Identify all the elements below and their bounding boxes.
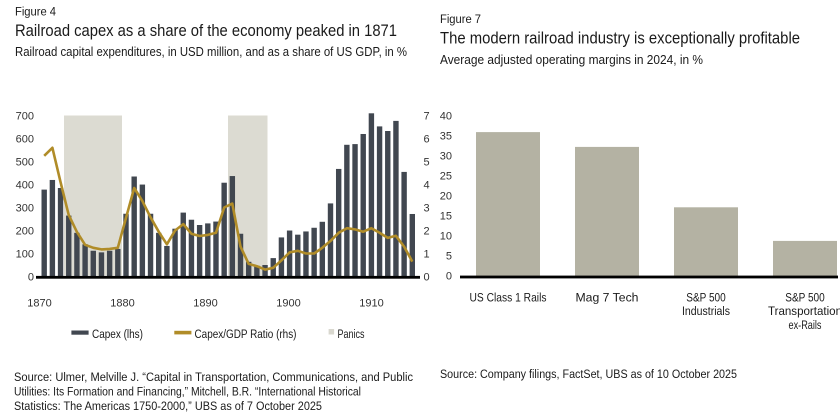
svg-text:1: 1	[424, 248, 430, 260]
svg-text:20: 20	[440, 190, 452, 202]
svg-text:Mag 7 Tech: Mag 7 Tech	[576, 291, 639, 305]
svg-text:Transportation: Transportation	[768, 304, 840, 318]
svg-text:Statistics: The Americas 1750-: Statistics: The Americas 1750-2000,” UBS…	[14, 399, 322, 413]
svg-text:4: 4	[424, 180, 430, 192]
svg-text:2: 2	[424, 225, 430, 237]
svg-text:Capex/GDP Ratio (rhs): Capex/GDP Ratio (rhs)	[195, 327, 297, 341]
svg-text:Railroad capex as a share of t: Railroad capex as a share of the economy…	[15, 21, 397, 40]
svg-text:5: 5	[446, 250, 452, 262]
svg-text:5: 5	[424, 157, 430, 169]
svg-text:Railroad capital expenditures,: Railroad capital expenditures, in USD mi…	[15, 44, 407, 59]
svg-text:300: 300	[16, 202, 34, 214]
svg-text:400: 400	[16, 180, 34, 192]
svg-text:3: 3	[424, 202, 430, 214]
svg-text:100: 100	[16, 248, 34, 260]
svg-text:US Class 1 Rails: US Class 1 Rails	[470, 291, 547, 305]
svg-text:7: 7	[424, 111, 430, 123]
svg-text:Figure 7: Figure 7	[440, 12, 481, 26]
svg-text:Source: Company filings, FactS: Source: Company filings, FactSet, UBS as…	[440, 367, 737, 381]
svg-text:25: 25	[440, 170, 452, 182]
svg-text:Average adjusted operating mar: Average adjusted operating margins in 20…	[440, 52, 703, 67]
svg-text:The modern railroad industry i: The modern railroad industry is exceptio…	[440, 29, 800, 48]
svg-text:200: 200	[16, 225, 34, 237]
svg-text:Capex (lhs): Capex (lhs)	[92, 327, 143, 341]
svg-text:Figure 4: Figure 4	[15, 5, 56, 19]
svg-text:1900: 1900	[276, 298, 300, 310]
svg-text:Industrials: Industrials	[682, 304, 730, 318]
svg-text:1890: 1890	[193, 298, 217, 310]
svg-text:0: 0	[424, 271, 430, 283]
svg-text:1910: 1910	[359, 298, 383, 310]
svg-text:Utilities: Its Formation and F: Utilities: Its Formation and Financing,”…	[14, 385, 361, 399]
svg-text:15: 15	[440, 210, 452, 222]
svg-text:700: 700	[16, 111, 34, 123]
svg-text:S&P 500: S&P 500	[785, 291, 825, 305]
svg-text:35: 35	[440, 130, 452, 142]
svg-text:30: 30	[440, 150, 452, 162]
svg-text:600: 600	[16, 134, 34, 146]
svg-text:6: 6	[424, 134, 430, 146]
svg-text:1880: 1880	[110, 298, 134, 310]
svg-text:Panics: Panics	[338, 327, 365, 341]
svg-text:ex-Rails: ex-Rails	[789, 318, 822, 332]
svg-text:40: 40	[440, 110, 452, 122]
svg-text:1870: 1870	[27, 298, 51, 310]
svg-text:10: 10	[440, 230, 452, 242]
svg-text:0: 0	[28, 271, 34, 283]
svg-text:S&P 500: S&P 500	[686, 291, 726, 305]
svg-text:500: 500	[16, 157, 34, 169]
svg-text:Source: Ulmer, Melville J. “Ca: Source: Ulmer, Melville J. “Capital in T…	[14, 370, 413, 384]
svg-text:0: 0	[446, 270, 452, 282]
